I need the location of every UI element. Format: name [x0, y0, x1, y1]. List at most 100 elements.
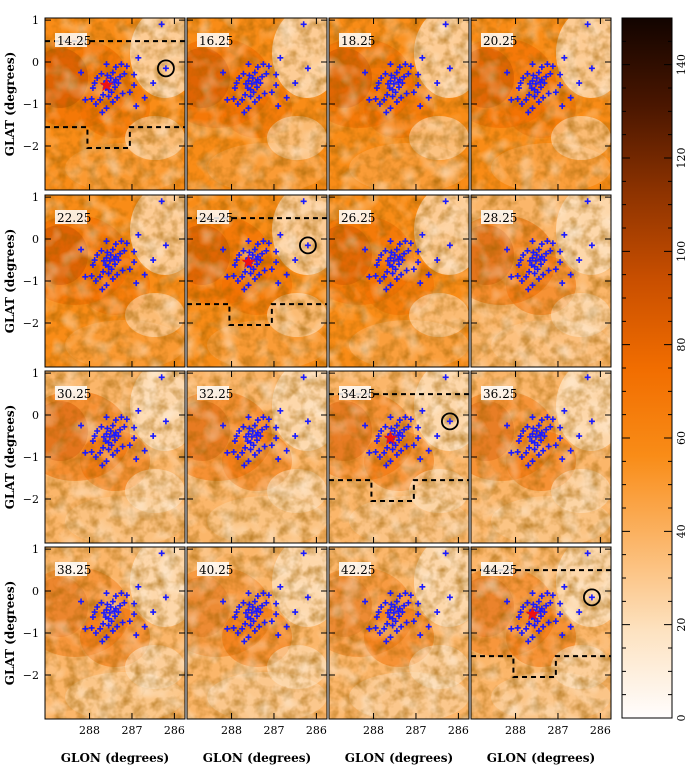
blue-source-39 — [111, 432, 118, 439]
blue-source-33 — [425, 623, 432, 630]
panel-label-bg — [197, 210, 229, 224]
blue-source-23 — [224, 273, 231, 280]
blue-source-10 — [541, 257, 548, 264]
blue-source-27 — [398, 623, 405, 630]
blue-source-33 — [425, 271, 432, 278]
blue-source-22 — [514, 95, 521, 102]
blue-source-37 — [242, 433, 249, 440]
blue-source-36 — [107, 603, 114, 610]
red-star-marker — [99, 77, 114, 92]
y-tick-label: 1 — [32, 367, 39, 380]
panel-image — [471, 195, 611, 367]
blue-source-15 — [112, 593, 119, 600]
blue-source-13 — [407, 416, 414, 423]
blue-source-16 — [387, 238, 394, 245]
y-axis-title-3: GLAT (degrees) — [3, 581, 17, 686]
blue-source-23 — [366, 449, 373, 456]
blue-source-39 — [395, 608, 402, 615]
blue-source-20 — [381, 625, 388, 632]
panel-34.25: 34.25 — [328, 370, 470, 544]
blue-source-37 — [100, 609, 107, 616]
blue-source-40 — [300, 21, 307, 28]
blue-source-10 — [257, 257, 264, 264]
blue-source-38 — [531, 263, 538, 270]
blue-source-15 — [254, 417, 261, 424]
panel-label: 40.25 — [199, 563, 233, 577]
blue-source-11 — [401, 426, 408, 433]
blue-source-12 — [405, 247, 412, 254]
blue-source-10 — [115, 80, 122, 87]
blue-source-7 — [389, 446, 396, 453]
blue-source-39 — [537, 432, 544, 439]
panel-label-bg — [197, 33, 229, 47]
y-axis-title-0: GLAT (degrees) — [3, 52, 17, 157]
blue-source-13 — [407, 240, 414, 247]
blue-source-42 — [434, 257, 441, 264]
blue-source-12 — [547, 70, 554, 77]
blue-source-32 — [561, 583, 568, 590]
blue-source-0 — [98, 599, 105, 606]
blue-source-22 — [372, 624, 379, 631]
blue-source-13 — [265, 63, 272, 70]
panel-label-bg — [197, 386, 229, 400]
y-tick-label: 1 — [32, 191, 39, 204]
x-axis-title-3: GLON (degrees) — [487, 751, 595, 765]
panel-label: 32.25 — [199, 387, 233, 401]
blue-source-42 — [576, 609, 583, 616]
blue-source-33 — [283, 447, 290, 454]
blue-source-11 — [117, 426, 124, 433]
blue-source-23 — [82, 273, 89, 280]
blue-source-39 — [111, 608, 118, 615]
blue-source-27 — [540, 94, 547, 101]
blue-source-41 — [304, 242, 311, 249]
blue-source-25 — [383, 109, 390, 116]
blue-source-25 — [99, 462, 106, 469]
blue-source-40 — [442, 198, 449, 205]
blue-source-23 — [366, 273, 373, 280]
blue-source-21 — [376, 630, 383, 636]
blue-source-7 — [389, 93, 396, 100]
blue-source-40 — [442, 374, 449, 381]
panel-40.25: 40.25 288 287 286 — [186, 546, 328, 737]
colorbar-gradient — [621, 17, 673, 719]
blue-source-2 — [535, 422, 542, 429]
blue-source-0 — [524, 247, 531, 254]
blue-source-27 — [256, 271, 263, 278]
blue-source-38 — [247, 615, 254, 622]
red-star-marker — [241, 254, 256, 269]
panel-20.25: 20.25 — [470, 17, 612, 191]
blue-source-39 — [395, 79, 402, 86]
blue-source-22 — [514, 272, 521, 279]
panel-label-bg — [339, 33, 371, 47]
x-axis-title-2: GLON (degrees) — [345, 751, 453, 765]
blue-source-32 — [277, 54, 284, 61]
blue-source-1 — [246, 72, 253, 79]
blue-source-27 — [540, 623, 547, 630]
colorbar-tick-label: 60 — [675, 431, 688, 445]
blue-source-9 — [112, 84, 118, 91]
blue-source-7 — [389, 270, 396, 277]
blue-source-15 — [538, 593, 545, 600]
blue-source-41 — [446, 65, 453, 72]
panel-label: 38.25 — [57, 563, 91, 577]
blue-source-31 — [557, 248, 564, 255]
blue-source-17 — [520, 427, 527, 434]
blue-source-26 — [393, 98, 400, 105]
blue-source-2 — [535, 246, 542, 253]
blue-source-22 — [88, 448, 95, 455]
blue-source-41 — [162, 65, 169, 72]
blue-source-20 — [523, 273, 530, 280]
blue-source-26 — [251, 98, 258, 105]
blue-source-1 — [104, 601, 111, 608]
panel-image — [45, 195, 185, 367]
blue-source-24 — [529, 458, 536, 465]
blue-source-33 — [141, 94, 148, 101]
blue-source-20 — [239, 449, 246, 456]
blue-source-26 — [393, 627, 400, 634]
blue-source-26 — [393, 275, 400, 282]
x-tick-label: 286 — [306, 724, 327, 737]
blue-source-36 — [107, 74, 114, 81]
blue-source-37 — [384, 257, 391, 264]
blue-source-42 — [150, 433, 157, 440]
blue-source-22 — [514, 624, 521, 631]
